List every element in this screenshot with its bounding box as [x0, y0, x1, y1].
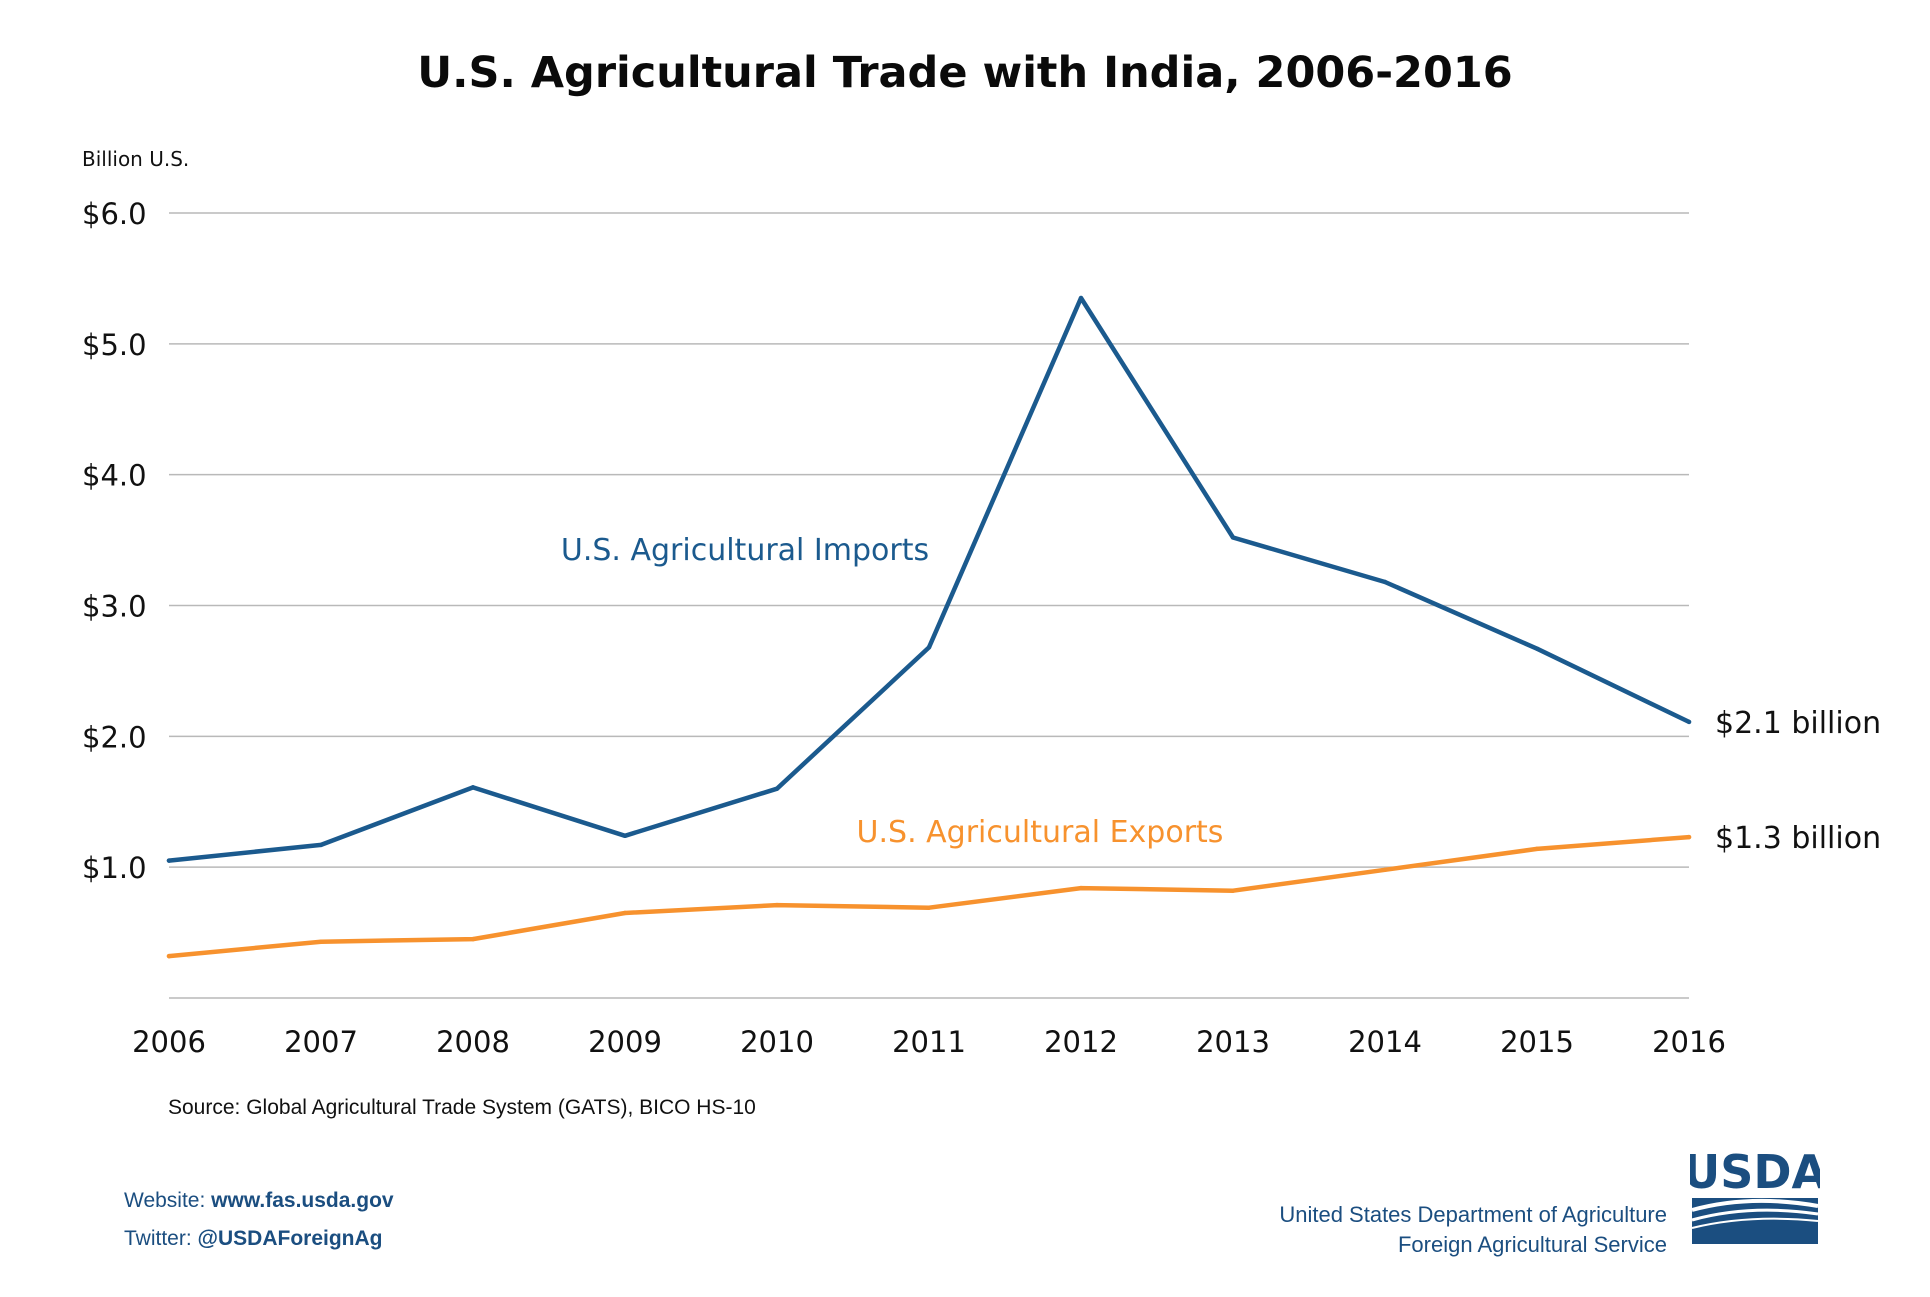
x-tick-label: 2008 [436, 1025, 510, 1059]
usda-logo: USDA [1690, 1148, 1820, 1244]
exports-series-label: U.S. Agricultural Exports [857, 815, 1224, 850]
x-tick-label: 2016 [1652, 1025, 1726, 1059]
exports-line [166, 834, 1692, 959]
website-label: Website: [124, 1189, 206, 1212]
website-link[interactable]: www.fas.usda.gov [211, 1189, 394, 1212]
source-note: Source: Global Agricultural Trade System… [168, 1096, 756, 1119]
usda-logo-text: USDA [1690, 1148, 1820, 1199]
twitter-line: Twitter: @USDAForeignAg [124, 1227, 383, 1251]
imports-point [1230, 535, 1236, 540]
x-axis-ticks: 2006 2007 2008 2009 2010 2011 2012 2013 2014 2015… [132, 1025, 1726, 1059]
exports-point [1534, 846, 1540, 852]
exports-point [1686, 834, 1692, 840]
exports-point [166, 953, 172, 959]
x-tick-label: 2014 [1348, 1025, 1422, 1059]
agency-name: Foreign Agricultural Service [1397, 1232, 1667, 1257]
y-tick-label: $5.0 [82, 328, 147, 362]
y-tick-label: $2.0 [82, 720, 147, 754]
imports-line [166, 295, 1692, 863]
series-lines [166, 295, 1692, 959]
y-tick-label: $1.0 [82, 851, 147, 885]
exports-point [1382, 867, 1388, 872]
exports-point [774, 902, 780, 908]
y-tick-label: $3.0 [82, 590, 147, 624]
series-labels: $2.1 billion $1.3 billion U.S. Agricultura… [561, 533, 1881, 856]
imports-point [166, 858, 172, 863]
x-tick-label: 2010 [740, 1025, 814, 1059]
imports-point [470, 785, 476, 790]
x-tick-label: 2006 [132, 1025, 206, 1059]
imports-point [622, 833, 628, 838]
exports-point [622, 910, 628, 916]
department-name: United States Department of Agriculture [1279, 1202, 1667, 1227]
imports-point [1382, 579, 1388, 585]
twitter-link[interactable]: @USDAForeignAg [197, 1227, 383, 1250]
usda-logo-stripe [1691, 1208, 1819, 1222]
gridlines [169, 212, 1689, 999]
x-tick-label: 2007 [284, 1025, 358, 1059]
exports-point [470, 936, 476, 942]
chart-title: U.S. Agricultural Trade with India, 2006… [417, 48, 1513, 98]
y-tick-label: $6.0 [82, 197, 147, 231]
imports-point [1686, 719, 1692, 725]
website-line: Website: www.fas.usda.gov [124, 1189, 394, 1213]
imports-point [1534, 646, 1540, 651]
exports-point [926, 905, 932, 910]
y-axis-label: Billion U.S. [82, 147, 189, 171]
exports-end-label: $1.3 billion [1715, 821, 1881, 856]
x-tick-label: 2009 [588, 1025, 662, 1059]
usda-logo-stripe [1691, 1198, 1819, 1212]
imports-end-label: $2.1 billion [1715, 706, 1881, 741]
x-tick-label: 2011 [892, 1025, 966, 1059]
exports-point [318, 939, 324, 944]
imports-point [926, 645, 932, 650]
imports-series-label: U.S. Agricultural Imports [561, 533, 929, 568]
x-tick-label: 2012 [1044, 1025, 1118, 1059]
usda-logo-stripe [1691, 1217, 1819, 1229]
exports-point [1230, 888, 1236, 893]
exports-point [1078, 885, 1084, 891]
x-tick-label: 2015 [1500, 1025, 1574, 1059]
imports-point [1078, 295, 1084, 301]
imports-point [318, 842, 324, 848]
imports-point [774, 786, 780, 791]
y-axis-ticks: $1.0 $2.0 $3.0 $4.0 $5.0 $6.0 [82, 197, 147, 885]
twitter-label: Twitter: [124, 1227, 192, 1250]
y-tick-label: $4.0 [82, 459, 147, 493]
x-tick-label: 2013 [1196, 1025, 1270, 1059]
